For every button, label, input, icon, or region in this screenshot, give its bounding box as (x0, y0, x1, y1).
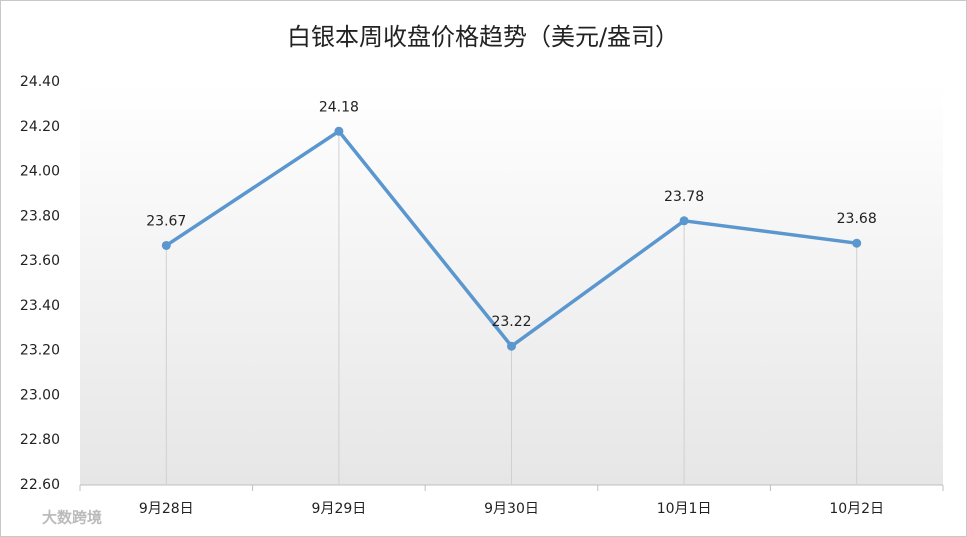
point (679, 216, 689, 226)
data-label: 23.22 (491, 314, 531, 330)
watermark: 大数跨境 (42, 509, 102, 527)
y-tick-label: 22.60 (20, 477, 60, 493)
data-label: 24.18 (319, 99, 359, 115)
x-tick-label: 10月1日 (657, 501, 712, 517)
x-tick-label: 9月29日 (312, 501, 367, 517)
point (334, 126, 344, 136)
y-tick-label: 23.00 (20, 387, 60, 403)
y-tick-label: 23.40 (20, 298, 60, 314)
y-tick-label: 23.80 (20, 208, 60, 224)
y-tick-label: 23.20 (20, 343, 60, 359)
y-tick-label: 24.20 (20, 119, 60, 135)
data-label: 23.78 (664, 189, 704, 205)
y-tick-label: 24.00 (20, 164, 60, 180)
chart-title: 白银本周收盘价格趋势（美元/盎司） (287, 23, 679, 51)
data-label: 23.67 (146, 213, 186, 229)
point (852, 238, 862, 248)
x-tick-label: 9月30日 (484, 501, 539, 517)
x-tick-label: 9月28日 (139, 501, 194, 517)
point (161, 240, 171, 250)
data-label: 23.68 (837, 211, 877, 227)
y-tick-label: 23.60 (20, 253, 60, 269)
x-tick-label: 10月2日 (829, 501, 884, 517)
y-tick-label: 24.40 (20, 74, 60, 90)
point (507, 341, 516, 351)
y-tick-label: 22.80 (20, 432, 60, 448)
